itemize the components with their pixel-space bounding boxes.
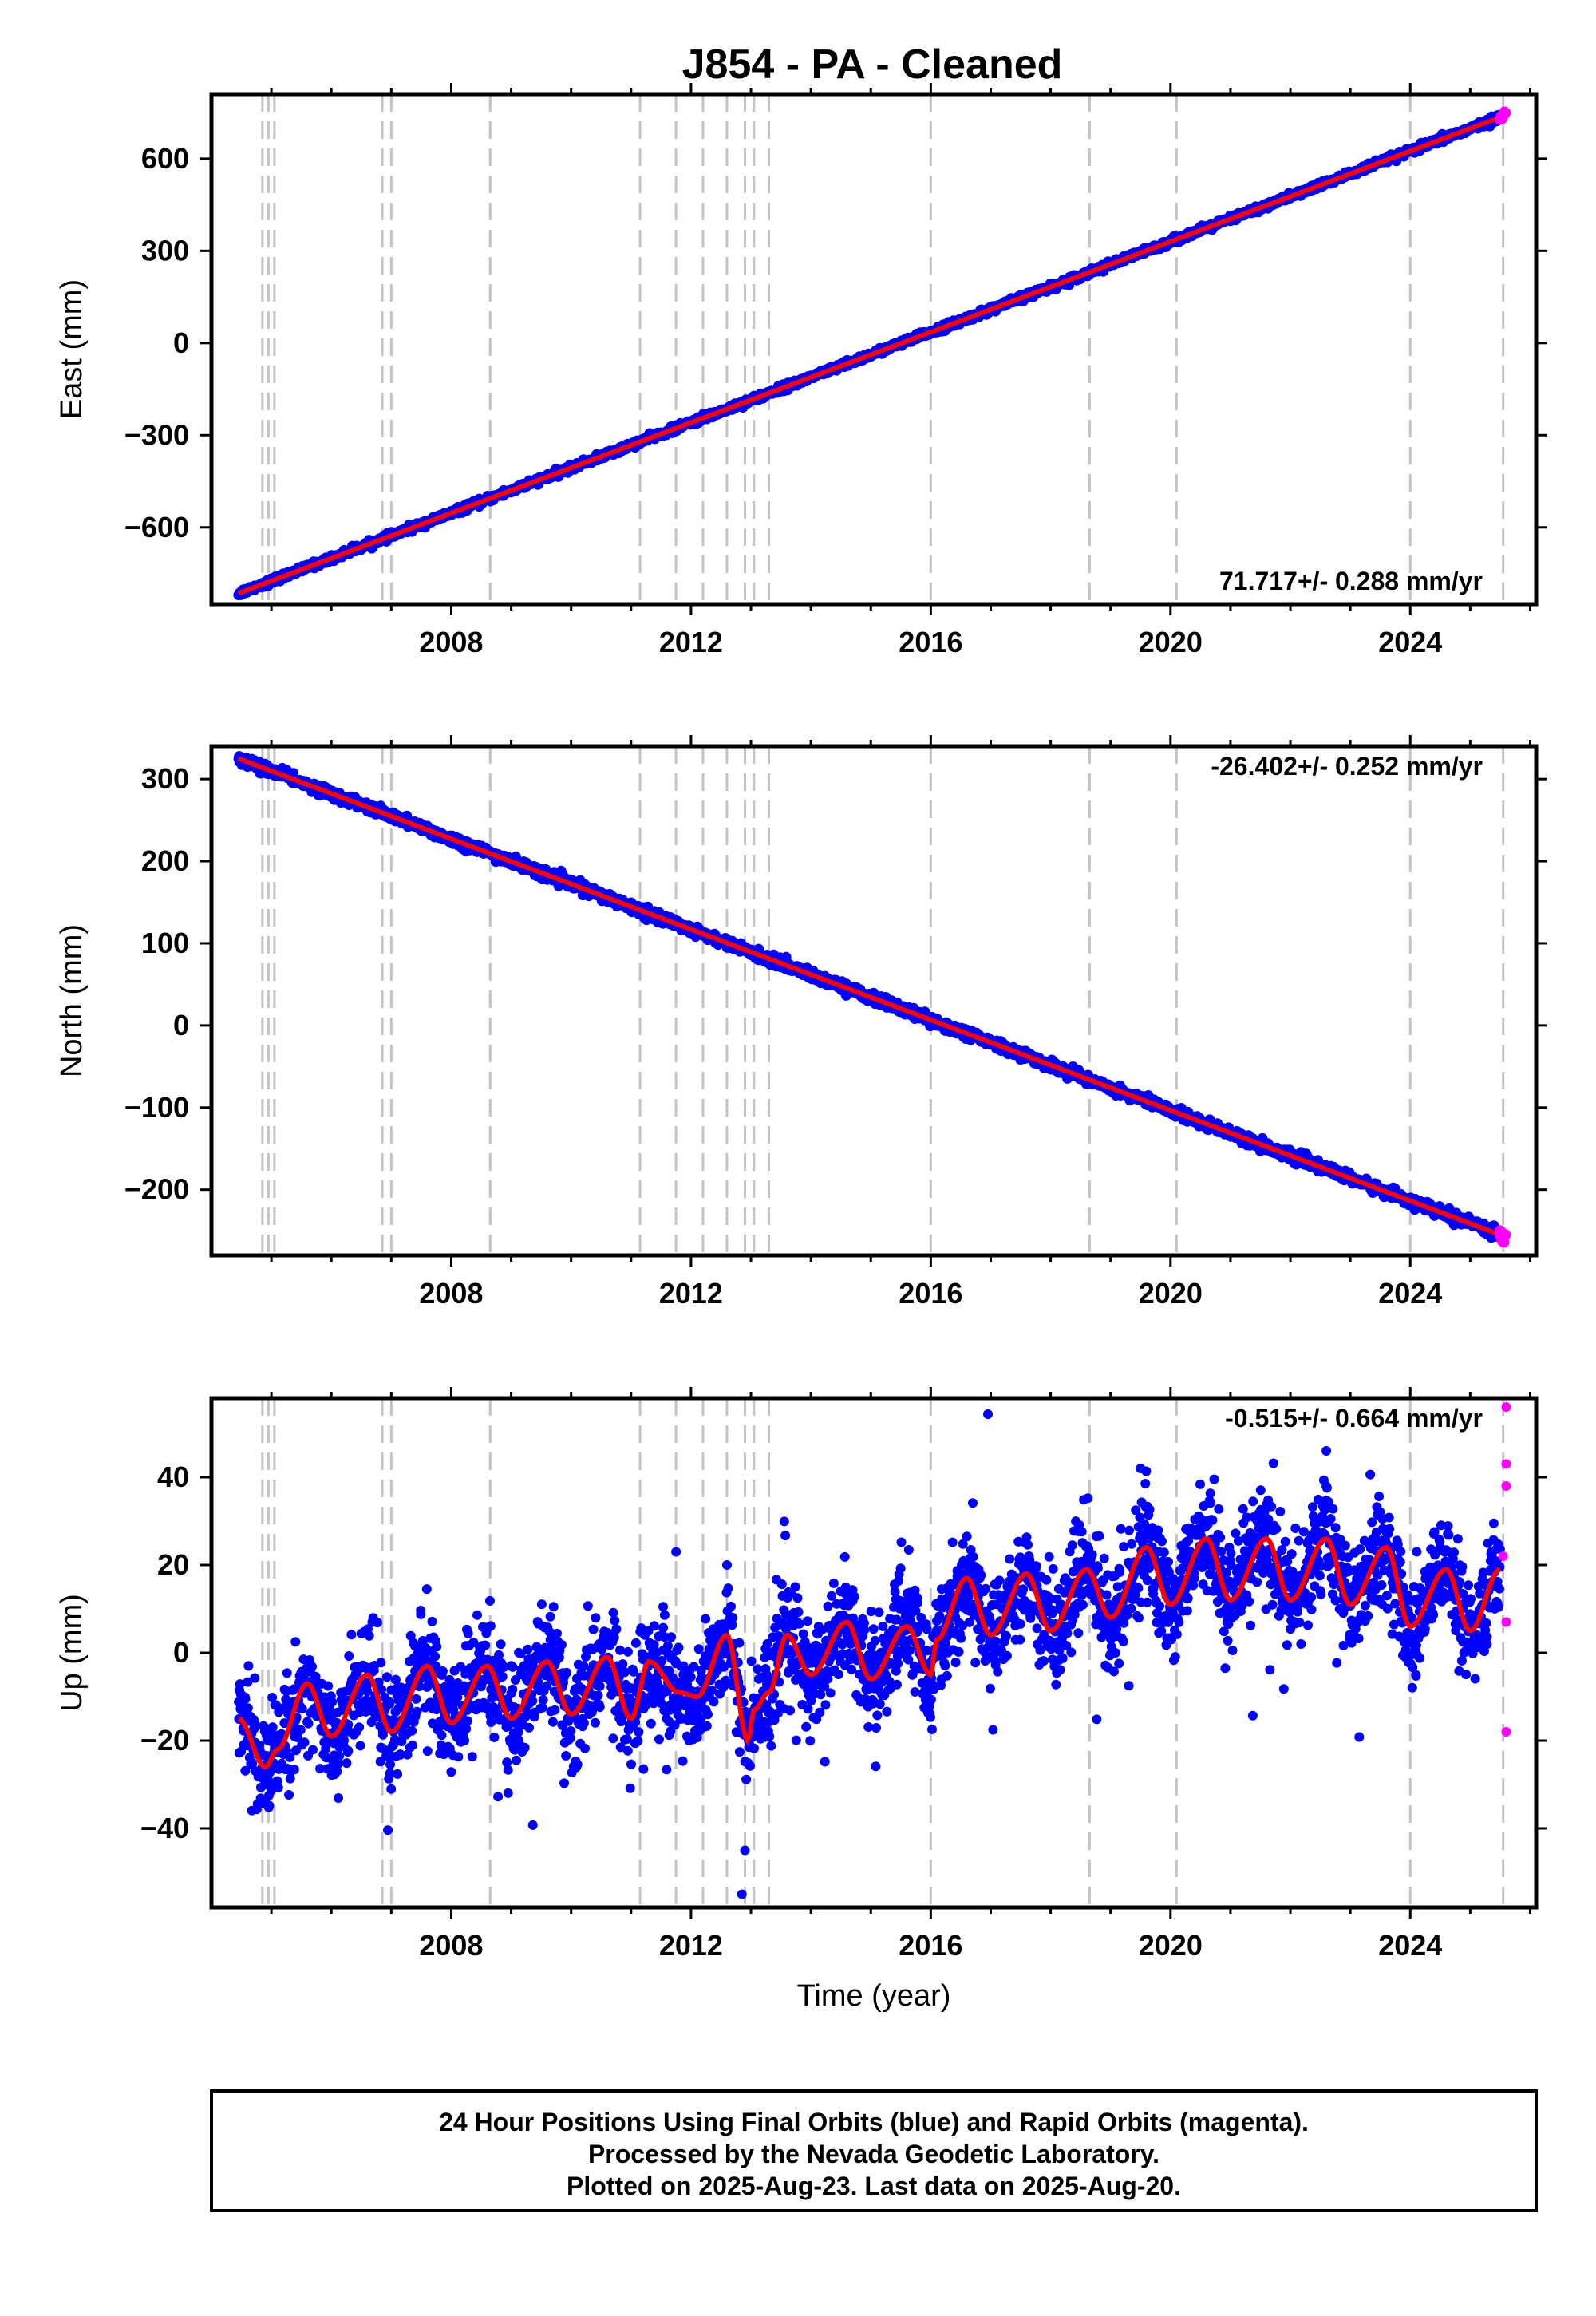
rapid-point	[1499, 1229, 1511, 1241]
data-point	[362, 1686, 373, 1697]
y-tick-label: −200	[124, 1173, 189, 1206]
data-point	[373, 1677, 384, 1687]
y-tick-label: 300	[141, 234, 189, 267]
data-point	[355, 1741, 365, 1751]
y-tick-label: 200	[141, 844, 189, 877]
data-point	[289, 1684, 299, 1694]
data-point	[307, 1662, 317, 1672]
data-point	[299, 1737, 310, 1748]
data-point	[327, 1697, 338, 1707]
data-point	[290, 1637, 301, 1647]
y-tick-label: −100	[124, 1091, 189, 1124]
data-point	[303, 1718, 314, 1729]
panel-north: 2008 2012 2016 2020 2024 −200 −100 0 100 200 300 No…	[55, 735, 1547, 1310]
data-point	[284, 1790, 294, 1800]
data-point	[354, 1722, 365, 1733]
data-point	[332, 1766, 342, 1777]
rate-label: -26.402+/- 0.252 mm/yr	[1211, 752, 1483, 781]
data-point	[235, 1679, 245, 1690]
data-point	[315, 1764, 326, 1774]
y-axis-label: East (mm)	[55, 279, 89, 419]
data-point	[240, 1765, 251, 1776]
x-tick-label: 2020	[1139, 1277, 1203, 1310]
data-point	[377, 1685, 387, 1694]
y-tick-label: −300	[124, 418, 189, 451]
data-point	[282, 1668, 292, 1678]
final-orbit-points	[234, 1409, 1505, 1899]
data-point	[334, 1793, 343, 1803]
plot-area	[233, 746, 1511, 1255]
data-point	[292, 1733, 302, 1742]
data-point	[339, 1735, 349, 1745]
data-point	[346, 1630, 357, 1640]
data-point	[364, 1630, 374, 1641]
y-tick-label: 600	[141, 142, 189, 175]
y-tick-label: 0	[173, 1009, 189, 1041]
x-tick-label: 2016	[899, 626, 962, 658]
rapid-orbit-points	[1494, 106, 1511, 125]
y-tick-label: 100	[141, 927, 189, 959]
data-point	[308, 1745, 318, 1755]
data-point	[295, 1725, 306, 1735]
data-point	[264, 1800, 275, 1811]
x-tick-label: 2024	[1378, 626, 1442, 658]
data-point	[344, 1651, 354, 1661]
data-point	[342, 1758, 352, 1769]
y-tick-label: 300	[141, 762, 189, 795]
data-point	[243, 1661, 254, 1671]
x-tick-label: 2016	[899, 1277, 962, 1310]
x-tick-label: 2020	[1139, 626, 1203, 658]
data-point	[285, 1752, 295, 1762]
rapid-point	[1499, 107, 1511, 119]
x-tick-label: 2008	[419, 626, 483, 658]
panel-frame	[209, 92, 1539, 607]
data-point	[297, 1704, 307, 1714]
data-point	[240, 1694, 251, 1704]
rapid-orbit-points	[1494, 1225, 1511, 1248]
panel-frame	[209, 744, 1539, 1258]
x-tick-label: 2024	[1378, 1277, 1442, 1310]
plot-area	[233, 94, 1511, 604]
y-tick-label: 0	[173, 326, 189, 359]
plot-area	[234, 1398, 1511, 1907]
x-tick-label: 2008	[419, 1277, 483, 1310]
x-tick-label: 2012	[659, 626, 723, 658]
x-tick-label: 2012	[659, 1277, 723, 1310]
data-point	[243, 1677, 253, 1687]
data-point	[267, 1722, 278, 1733]
data-point	[289, 1765, 299, 1775]
data-point	[247, 1758, 258, 1769]
data-point	[373, 1618, 382, 1628]
data-point	[273, 1782, 283, 1792]
panel-east: 2008 2012 2016 2020 2024 −600 −300 0 300 600 East …	[55, 83, 1547, 658]
data-point	[343, 1745, 354, 1756]
data-point	[334, 1751, 345, 1761]
y-axis-label: North (mm)	[55, 924, 89, 1077]
y-tick-label: −600	[124, 511, 189, 543]
data-point	[333, 1759, 343, 1769]
data-point	[285, 1773, 295, 1784]
data-point	[321, 1744, 331, 1754]
data-point	[323, 1681, 334, 1691]
rate-label: 71.717+/- 0.288 mm/yr	[1219, 567, 1483, 595]
chart-title: J854 - PA - Cleaned	[682, 41, 1063, 88]
data-point	[250, 1719, 260, 1729]
data-point	[376, 1658, 386, 1668]
model-line	[237, 115, 1501, 596]
data-point	[250, 1673, 260, 1683]
panels-group: 2008 2012 2016 2020 2024 −600 −300 0 300 600 East …	[55, 83, 1547, 2013]
model-line	[237, 756, 1501, 1238]
data-point	[267, 1693, 278, 1702]
data-point	[243, 1703, 253, 1713]
